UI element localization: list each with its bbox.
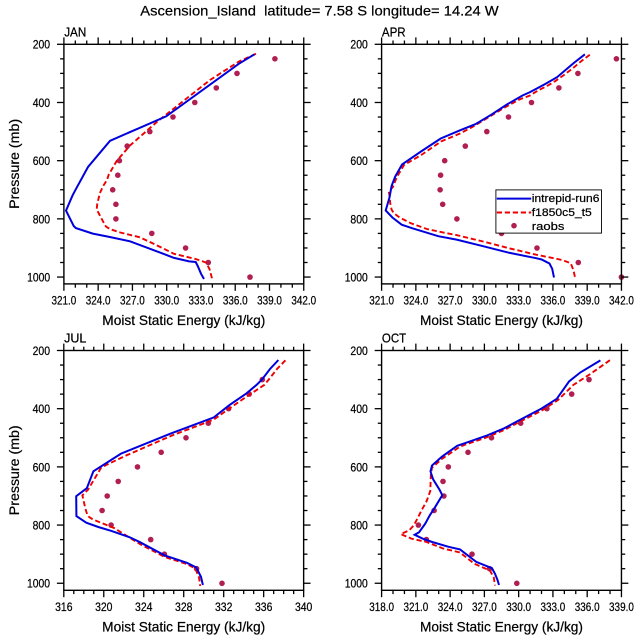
svg-text:Moist Static Energy (kJ/kg): Moist Static Energy (kJ/kg) xyxy=(102,619,265,634)
svg-text:400: 400 xyxy=(33,96,51,110)
svg-text:400: 400 xyxy=(33,402,51,416)
svg-text:OCT: OCT xyxy=(382,332,407,346)
svg-text:Ascension_Island latitude= 7.: Ascension_Island latitude= 7.58 S longit… xyxy=(140,3,499,19)
svg-text:800: 800 xyxy=(350,212,368,226)
svg-text:321.0: 321.0 xyxy=(52,294,77,308)
svg-text:1000: 1000 xyxy=(345,577,368,591)
svg-text:600: 600 xyxy=(33,154,51,168)
svg-text:327.0: 327.0 xyxy=(120,294,145,308)
svg-text:339.0: 339.0 xyxy=(609,600,634,614)
svg-text:318.0: 318.0 xyxy=(369,600,394,614)
svg-text:200: 200 xyxy=(33,38,51,52)
svg-text:333.0: 333.0 xyxy=(541,600,566,614)
svg-text:Pressure (mb): Pressure (mb) xyxy=(7,119,22,209)
svg-text:intrepid-run6: intrepid-run6 xyxy=(532,193,600,205)
svg-text:330.0: 330.0 xyxy=(506,600,531,614)
svg-text:332: 332 xyxy=(215,600,232,614)
svg-text:600: 600 xyxy=(33,460,51,474)
svg-text:327.0: 327.0 xyxy=(472,600,497,614)
svg-text:324.0: 324.0 xyxy=(86,294,111,308)
svg-text:324.0: 324.0 xyxy=(403,294,428,308)
svg-text:400: 400 xyxy=(350,402,368,416)
svg-text:333.0: 333.0 xyxy=(189,294,214,308)
svg-text:800: 800 xyxy=(33,212,51,226)
svg-text:200: 200 xyxy=(33,344,51,358)
svg-text:342.0: 342.0 xyxy=(291,294,316,308)
svg-text:330.0: 330.0 xyxy=(472,294,497,308)
svg-text:APR: APR xyxy=(382,26,406,40)
svg-text:1000: 1000 xyxy=(27,270,50,284)
svg-text:600: 600 xyxy=(350,154,368,168)
svg-text:1000: 1000 xyxy=(27,577,50,591)
svg-text:336: 336 xyxy=(255,600,273,614)
svg-text:321.0: 321.0 xyxy=(369,294,394,308)
svg-text:333.0: 333.0 xyxy=(506,294,531,308)
svg-text:JUL: JUL xyxy=(64,332,86,346)
svg-text:Moist Static Energy (kJ/kg): Moist Static Energy (kJ/kg) xyxy=(420,313,583,328)
svg-text:339.0: 339.0 xyxy=(257,294,282,308)
svg-text:f1850c5_t5: f1850c5_t5 xyxy=(532,207,592,219)
svg-text:340: 340 xyxy=(295,600,313,614)
svg-text:Moist Static Energy (kJ/kg): Moist Static Energy (kJ/kg) xyxy=(102,313,265,328)
svg-text:320: 320 xyxy=(95,600,113,614)
svg-text:316: 316 xyxy=(55,600,73,614)
svg-text:321.0: 321.0 xyxy=(403,600,428,614)
svg-text:324: 324 xyxy=(135,600,153,614)
svg-text:336.0: 336.0 xyxy=(541,294,566,308)
svg-text:200: 200 xyxy=(350,344,368,358)
svg-text:1000: 1000 xyxy=(345,270,368,284)
svg-text:324.0: 324.0 xyxy=(438,600,463,614)
svg-text:raobs: raobs xyxy=(532,221,565,233)
svg-text:Moist Static Energy (kJ/kg): Moist Static Energy (kJ/kg) xyxy=(420,619,583,634)
svg-text:600: 600 xyxy=(350,460,368,474)
svg-text:327.0: 327.0 xyxy=(438,294,463,308)
svg-text:342.0: 342.0 xyxy=(609,294,634,308)
svg-text:330.0: 330.0 xyxy=(154,294,179,308)
svg-text:400: 400 xyxy=(350,96,368,110)
svg-text:800: 800 xyxy=(350,518,368,532)
svg-text:336.0: 336.0 xyxy=(575,600,600,614)
svg-text:339.0: 339.0 xyxy=(575,294,600,308)
svg-text:336.0: 336.0 xyxy=(223,294,248,308)
svg-text:Pressure (mb): Pressure (mb) xyxy=(7,425,22,515)
svg-text:800: 800 xyxy=(33,518,51,532)
svg-text:JAN: JAN xyxy=(64,26,86,40)
svg-text:200: 200 xyxy=(350,38,368,52)
svg-text:328: 328 xyxy=(175,600,193,614)
